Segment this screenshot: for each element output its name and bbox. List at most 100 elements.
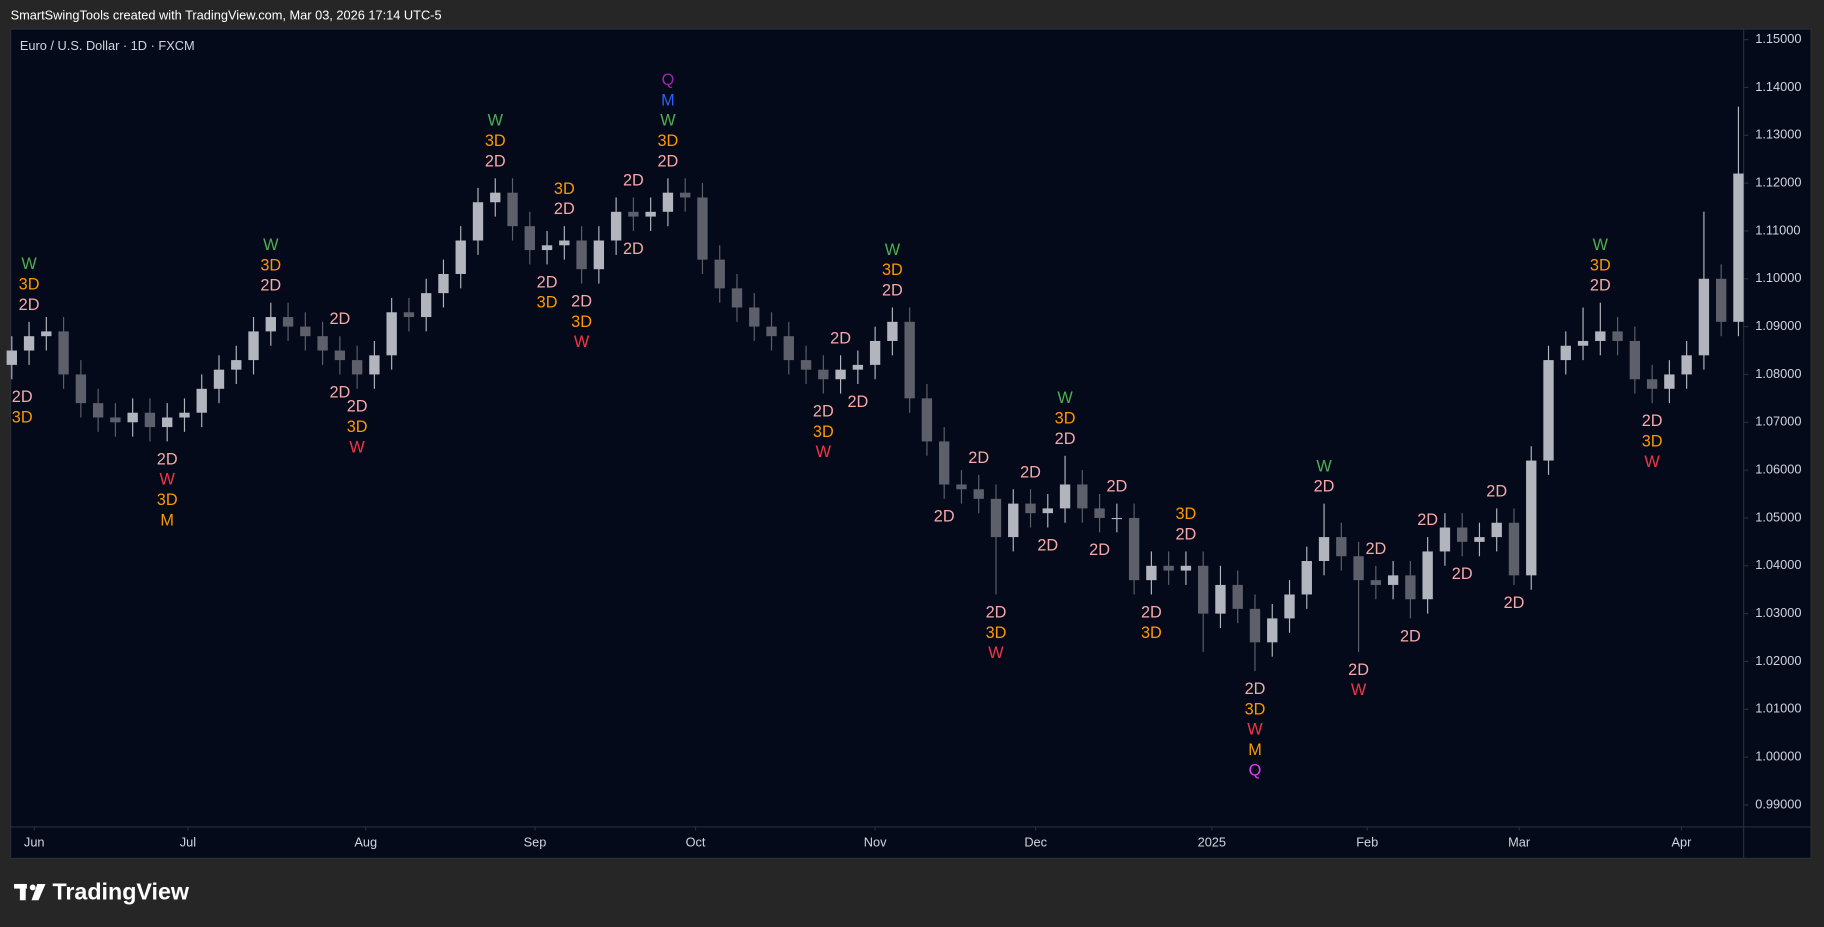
- candle-body: [1698, 278, 1710, 356]
- candle-body: [1180, 565, 1192, 571]
- candle-body: [1560, 345, 1571, 361]
- candle-body: [41, 331, 52, 337]
- candle-body: [455, 240, 466, 274]
- y-tick-label: 1.06000: [1755, 461, 1801, 476]
- signal-label: 2D: [1245, 680, 1266, 698]
- candle-body: [75, 374, 87, 404]
- candle-body: [835, 369, 846, 380]
- candle-body: [559, 240, 570, 246]
- y-tick-label: 1.00000: [1755, 749, 1801, 764]
- candle-body: [92, 403, 104, 418]
- logo-icon: [31, 883, 46, 901]
- candle-body: [680, 192, 691, 198]
- candle-body: [1163, 565, 1174, 571]
- signal-label: 2D: [934, 508, 955, 526]
- y-tick-label: 1.07000: [1755, 414, 1801, 429]
- signal-label: 2D: [1452, 565, 1473, 583]
- candle-body: [6, 350, 17, 365]
- candle-body: [714, 259, 725, 289]
- candle-body: [334, 350, 346, 361]
- signal-label: 3D: [1245, 700, 1266, 718]
- candle-body: [110, 417, 121, 423]
- candle-body: [1457, 527, 1468, 542]
- y-tick-label: 1.15000: [1755, 31, 1801, 46]
- y-tick-label: 1.09000: [1755, 318, 1801, 333]
- x-tick-label: Dec: [1024, 835, 1047, 850]
- x-tick-label: Jun: [24, 835, 45, 850]
- candle-body: [956, 484, 967, 490]
- candle-body: [524, 226, 535, 251]
- signal-label: 3D: [882, 261, 903, 279]
- candle-body: [127, 412, 138, 423]
- signal-label: 3D: [554, 180, 575, 198]
- candle-body: [1042, 508, 1053, 514]
- signal-label: 3D: [571, 313, 592, 331]
- candle-body: [939, 441, 950, 485]
- candle-body: [438, 273, 449, 294]
- signal-label: 2D: [658, 152, 679, 170]
- chart-title: Euro / U.S. Dollar · 1D · FXCM: [20, 38, 195, 53]
- signal-label: 3D: [658, 132, 679, 150]
- candle-body: [921, 398, 933, 442]
- candle-body: [1387, 575, 1399, 585]
- signal-label: Q: [1249, 761, 1262, 779]
- signal-label: 2D: [12, 388, 33, 406]
- signal-label: 3D: [157, 491, 178, 509]
- brand: TradingView: [52, 878, 189, 904]
- candle-body: [196, 388, 207, 413]
- candle-body: [58, 331, 69, 375]
- y-tick-label: 1.02000: [1755, 653, 1801, 668]
- candle-body: [852, 364, 864, 370]
- signal-label: 2D: [571, 292, 592, 310]
- caption: SmartSwingTools created with TradingView…: [11, 8, 442, 23]
- signal-label: 2D: [1400, 627, 1421, 645]
- candle-body: [317, 336, 328, 351]
- candle-body: [1577, 340, 1589, 346]
- x-tick-label: Nov: [864, 835, 887, 850]
- signal-label: 2D: [1020, 463, 1041, 481]
- x-tick-label: Sep: [524, 835, 547, 850]
- x-tick-label: Jul: [180, 835, 196, 850]
- signal-label: 2D: [1037, 536, 1058, 554]
- candle-body: [1508, 522, 1520, 576]
- candle-body: [1612, 331, 1623, 341]
- signal-label: W: [1057, 389, 1073, 407]
- candle-body: [1353, 556, 1364, 581]
- signal-label: 3D: [260, 256, 281, 274]
- candle-body: [1232, 584, 1243, 609]
- candle-body: [887, 321, 898, 341]
- signal-label: W: [660, 112, 676, 130]
- candle-body: [1094, 508, 1105, 518]
- logo: TradingView: [14, 878, 190, 904]
- y-tick-label: 1.12000: [1755, 174, 1801, 189]
- signal-label: 2D: [1176, 525, 1197, 543]
- candle-body: [1077, 484, 1088, 509]
- candle-body: [1405, 575, 1416, 600]
- candle-body: [144, 412, 156, 428]
- candle-body: [1318, 537, 1330, 562]
- signal-label: 2D: [347, 398, 368, 416]
- candle-body: [818, 369, 829, 380]
- candle-body: [1733, 173, 1744, 322]
- candle-body: [1664, 374, 1675, 389]
- y-tick-label: 1.13000: [1755, 127, 1801, 142]
- candle-body: [541, 245, 553, 251]
- signal-label: W: [263, 236, 279, 254]
- candle-body: [507, 192, 518, 227]
- candle-body: [904, 321, 915, 399]
- signal-label: W: [1351, 681, 1367, 699]
- signal-label: 2D: [623, 171, 644, 189]
- signal-label: 3D: [986, 624, 1007, 642]
- signal-label: 3D: [1176, 505, 1197, 523]
- candle-body: [1543, 360, 1554, 461]
- signal-label: W: [488, 112, 504, 130]
- candle-body: [576, 240, 587, 270]
- signal-label: 3D: [1055, 409, 1076, 427]
- signal-label: 3D: [347, 418, 368, 436]
- x-tick-label: Oct: [686, 835, 706, 850]
- signal-label: W: [1593, 236, 1609, 254]
- signal-label: W: [1644, 453, 1660, 471]
- y-tick-label: 1.11000: [1755, 222, 1800, 237]
- signal-label: 2D: [554, 200, 575, 218]
- candle-body: [990, 498, 1002, 538]
